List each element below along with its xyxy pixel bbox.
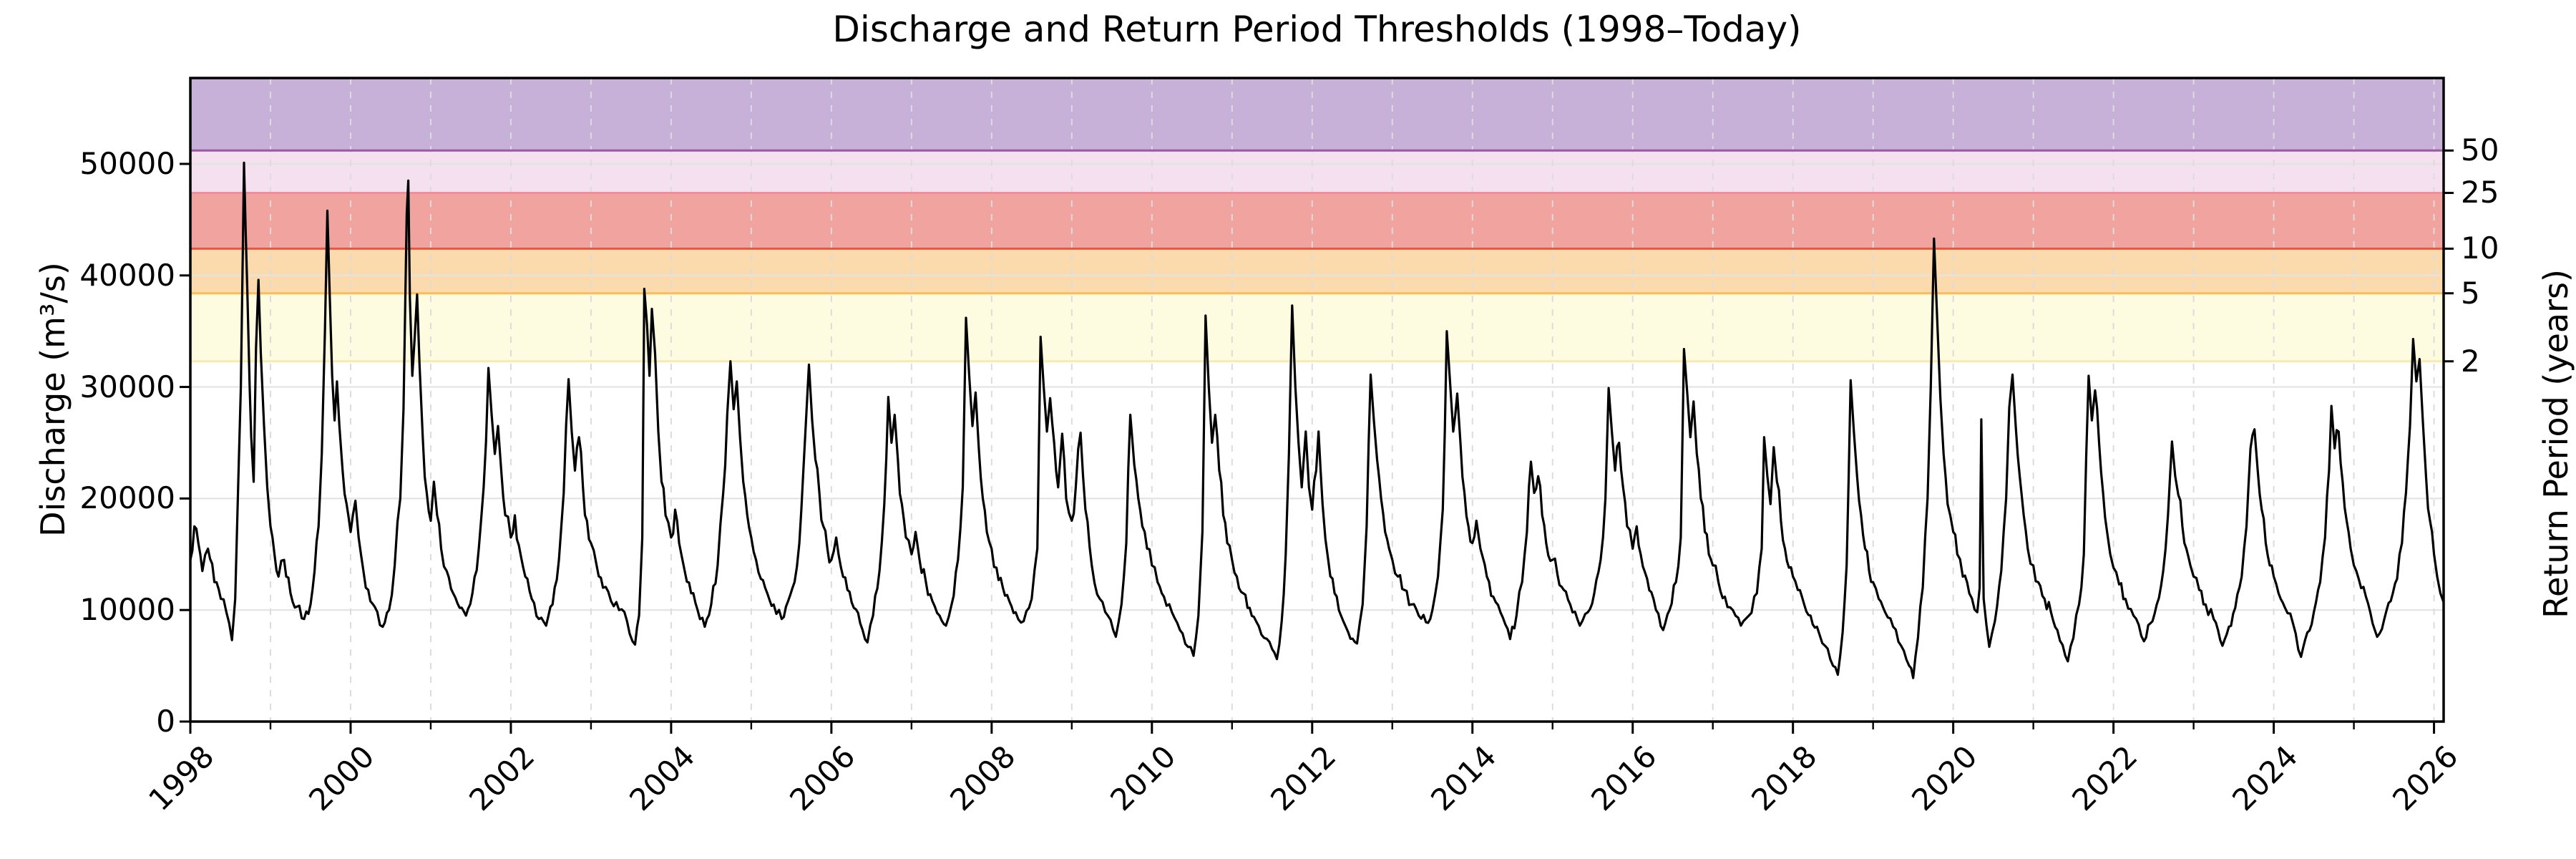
discharge-series-line [189, 161, 2445, 679]
return-period-tick-label: 10 [2461, 230, 2499, 266]
return-period-band-50yr [190, 78, 2444, 151]
y-axis-tick-label: 20000 [79, 480, 175, 516]
y-axis-label-return-period: Return Period (years) [2537, 269, 2575, 618]
plot-spines [189, 77, 2445, 723]
chart-title: Discharge and Return Period Thresholds (… [832, 9, 1802, 50]
y-axis-tick-label: 40000 [79, 257, 175, 293]
return-period-band-10yr [190, 193, 2444, 249]
return-period-tick-label: 5 [2461, 275, 2480, 311]
return-period-tick-label: 2 [2461, 343, 2480, 379]
return-period-band-25yr [190, 150, 2444, 193]
y-axis-tick-label: 0 [156, 704, 175, 739]
y-axis-tick-label: 30000 [79, 369, 175, 404]
y-axis-tick-label: 50000 [79, 145, 175, 181]
return-period-band-5yr [190, 248, 2444, 293]
return-period-tick-label: 25 [2461, 175, 2499, 210]
return-period-band-2yr [190, 293, 2444, 361]
y-axis-tick-label: 10000 [79, 592, 175, 628]
return-period-tick-label: 50 [2461, 132, 2499, 168]
